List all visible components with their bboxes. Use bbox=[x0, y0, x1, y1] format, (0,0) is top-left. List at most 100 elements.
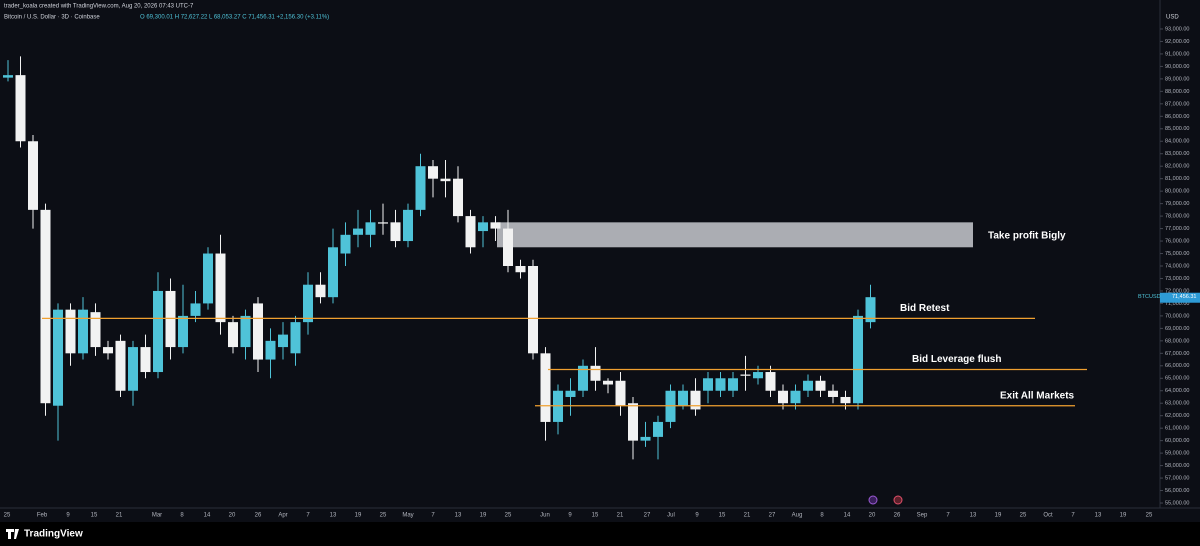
event-icon bbox=[868, 495, 878, 505]
y-tick-label: 84,000.00 bbox=[1165, 139, 1189, 145]
candle-body bbox=[840, 396, 851, 404]
x-tick-label: Oct bbox=[1043, 513, 1053, 519]
x-tick-label: 14 bbox=[844, 513, 851, 519]
y-tick-label: 63,000.00 bbox=[1165, 401, 1189, 407]
x-tick-label: 25 bbox=[1020, 513, 1027, 519]
candle-body bbox=[815, 380, 826, 391]
x-tick-label: 21 bbox=[617, 513, 624, 519]
x-tick-label: 9 bbox=[568, 513, 572, 519]
x-tick-label: 13 bbox=[1095, 513, 1102, 519]
candle-body bbox=[140, 347, 151, 373]
y-tick-label: 67,000.00 bbox=[1165, 351, 1189, 357]
x-tick-label: 21 bbox=[116, 513, 123, 519]
candle-body bbox=[728, 378, 738, 391]
level-label: Bid Retest bbox=[900, 303, 950, 314]
candle-body bbox=[290, 322, 301, 354]
candle-body bbox=[253, 303, 263, 360]
zone-label: Take profit Bigly bbox=[988, 230, 1066, 241]
candle-body bbox=[803, 380, 813, 391]
x-tick-label: 19 bbox=[995, 513, 1002, 519]
y-tick-label: 82,000.00 bbox=[1165, 164, 1189, 170]
y-tick-label: 64,000.00 bbox=[1165, 388, 1189, 394]
candle-body bbox=[578, 365, 588, 391]
candle-body bbox=[765, 372, 776, 391]
candle-body bbox=[128, 347, 138, 391]
x-tick-label: 20 bbox=[229, 513, 236, 519]
candle-body bbox=[440, 178, 451, 182]
y-tick-label: 83,000.00 bbox=[1165, 151, 1189, 157]
candle-body bbox=[365, 222, 376, 235]
brand: TradingView bbox=[24, 529, 83, 540]
level-label: Bid Leverage flush bbox=[912, 354, 1001, 365]
candle-body bbox=[115, 340, 126, 391]
candle-body bbox=[240, 315, 251, 348]
x-tick-label: 13 bbox=[330, 513, 337, 519]
y-tick-label: 77,000.00 bbox=[1165, 226, 1189, 232]
y-tick-label: 93,000.00 bbox=[1165, 26, 1189, 32]
x-tick-label: 25 bbox=[380, 513, 387, 519]
y-tick-label: 74,000.00 bbox=[1165, 263, 1189, 269]
x-tick-label: 21 bbox=[744, 513, 751, 519]
candle-body bbox=[353, 228, 363, 235]
y-tick-label: 86,000.00 bbox=[1165, 114, 1189, 120]
level-label: Exit All Markets bbox=[1000, 390, 1075, 401]
candle-body bbox=[503, 228, 513, 266]
candle-body bbox=[340, 234, 351, 254]
candle-body bbox=[3, 75, 13, 78]
candle-body bbox=[228, 322, 238, 348]
y-tick-label: 62,000.00 bbox=[1165, 413, 1189, 419]
candle-body bbox=[453, 178, 463, 217]
candle-body bbox=[690, 390, 701, 410]
x-tick-label: Jul bbox=[667, 513, 675, 519]
y-tick-label: 65,000.00 bbox=[1165, 376, 1189, 382]
last-price-box bbox=[1160, 292, 1200, 303]
y-tick-label: 60,000.00 bbox=[1165, 438, 1189, 444]
x-tick-label: Feb bbox=[37, 513, 48, 519]
candle-body bbox=[53, 309, 63, 406]
y-tick-label: 73,000.00 bbox=[1165, 276, 1189, 282]
candle-body bbox=[403, 209, 413, 242]
y-tick-label: 58,000.00 bbox=[1165, 463, 1189, 469]
y-tick-label: 87,000.00 bbox=[1165, 101, 1189, 107]
candle-body bbox=[328, 247, 338, 298]
candle-body bbox=[590, 365, 601, 381]
candle-body bbox=[615, 380, 626, 406]
candle-body bbox=[90, 312, 101, 348]
x-tick-label: 19 bbox=[355, 513, 362, 519]
y-tick-label: 88,000.00 bbox=[1165, 89, 1189, 95]
x-tick-label: 20 bbox=[869, 513, 876, 519]
x-tick-label: Sep bbox=[917, 513, 928, 519]
candle-body bbox=[390, 222, 401, 242]
candle-body bbox=[853, 315, 863, 404]
y-tick-label: 92,000.00 bbox=[1165, 39, 1189, 45]
x-tick-label: 19 bbox=[1120, 513, 1127, 519]
candle-body bbox=[715, 378, 726, 391]
y-tick-label: 81,000.00 bbox=[1165, 176, 1189, 182]
y-tick-label: 69,000.00 bbox=[1165, 326, 1189, 332]
y-tick-label: 80,000.00 bbox=[1165, 189, 1189, 195]
candle-body bbox=[828, 390, 838, 397]
y-tick-label: 56,000.00 bbox=[1165, 488, 1189, 494]
last-price-label: 71,456.31 bbox=[1172, 294, 1196, 300]
candle-body bbox=[540, 353, 551, 422]
x-tick-label: 13 bbox=[970, 513, 977, 519]
candle-body bbox=[703, 378, 713, 391]
header: trader_koala created with TradingView.co… bbox=[4, 4, 194, 10]
y-tick-label: 78,000.00 bbox=[1165, 214, 1189, 220]
footer-bar bbox=[0, 522, 1200, 546]
ticker-label: BTCUSD bbox=[1138, 294, 1161, 300]
candle-body bbox=[478, 222, 488, 232]
x-tick-label: 13 bbox=[455, 513, 462, 519]
candle-body bbox=[740, 374, 751, 376]
candle-body bbox=[753, 372, 763, 379]
x-tick-label: 19 bbox=[480, 513, 487, 519]
x-tick-label: 26 bbox=[255, 513, 262, 519]
x-tick-label: Mar bbox=[152, 513, 162, 519]
candle-body bbox=[790, 390, 801, 404]
y-tick-label: 76,000.00 bbox=[1165, 239, 1189, 245]
candle-body bbox=[178, 315, 188, 348]
candle-body bbox=[628, 403, 638, 441]
candle-body bbox=[565, 390, 576, 397]
currency: USD bbox=[1166, 15, 1179, 21]
